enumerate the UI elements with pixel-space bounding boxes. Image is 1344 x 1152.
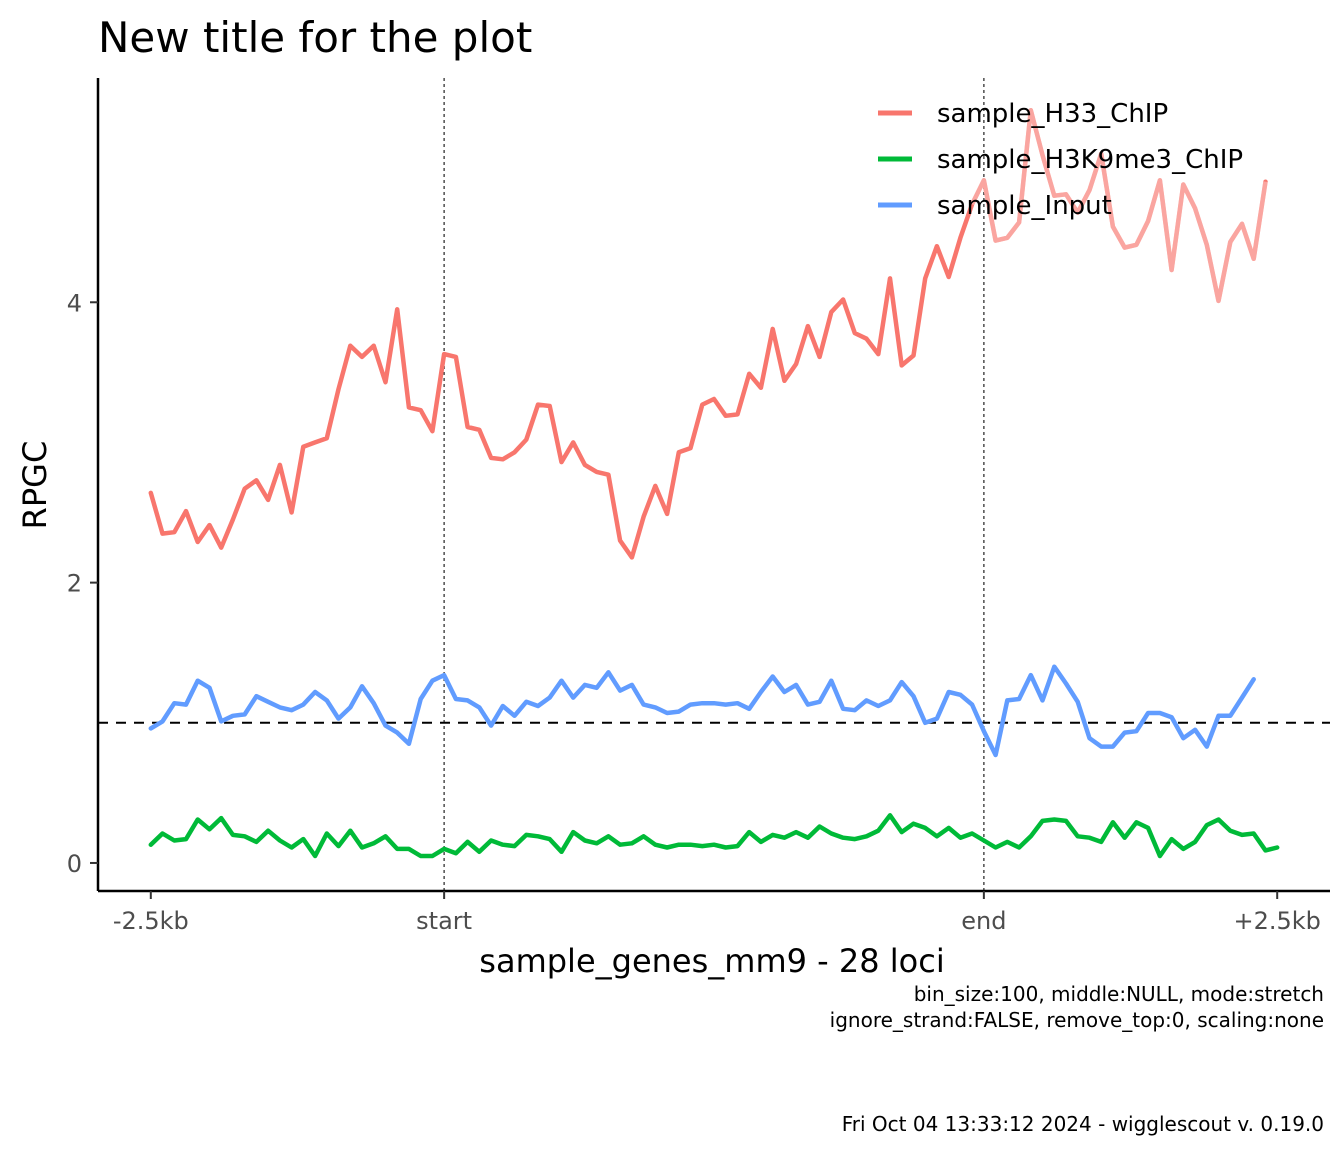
y-tick-label-0: 0 bbox=[67, 850, 82, 878]
y-tick-label-1: 2 bbox=[67, 570, 82, 598]
series-line-2 bbox=[148, 664, 1256, 758]
legend-label-1: sample_H3K9me3_ChIP bbox=[937, 145, 1243, 175]
x-tick-label-0: -2.5kb bbox=[113, 907, 189, 935]
caption-line-1: bin_size:100, middle:NULL, mode:stretch bbox=[914, 982, 1324, 1006]
series-layer bbox=[148, 107, 1280, 859]
series-line-0-faded-overlay bbox=[970, 107, 1268, 304]
series-line-0 bbox=[148, 107, 1268, 560]
y-tick-label-2: 4 bbox=[67, 289, 82, 317]
legend-label-2: sample_Input bbox=[937, 191, 1112, 221]
caption-line-2: ignore_strand:FALSE, remove_top:0, scali… bbox=[830, 1008, 1324, 1032]
footer-timestamp: Fri Oct 04 13:33:12 2024 - wigglescout v… bbox=[842, 1112, 1324, 1136]
series-line-1 bbox=[148, 813, 1280, 859]
axes: 0 2 4 -2.5kb start end +2.5kb bbox=[67, 78, 1330, 935]
x-tick-label-2: end bbox=[961, 907, 1006, 935]
y-axis-label: RPGC bbox=[16, 441, 54, 530]
reference-lines bbox=[98, 78, 1330, 891]
x-tick-label-3: +2.5kb bbox=[1233, 907, 1320, 935]
legend-label-0: sample_H33_ChIP bbox=[937, 99, 1168, 129]
legend: sample_H33_ChIP sample_H3K9me3_ChIPsample… bbox=[878, 99, 1243, 221]
x-axis-label: sample_genes_mm9 - 28 loci bbox=[479, 942, 944, 980]
chart-title: New title for the plot bbox=[98, 13, 532, 62]
x-tick-label-1: start bbox=[416, 907, 472, 935]
